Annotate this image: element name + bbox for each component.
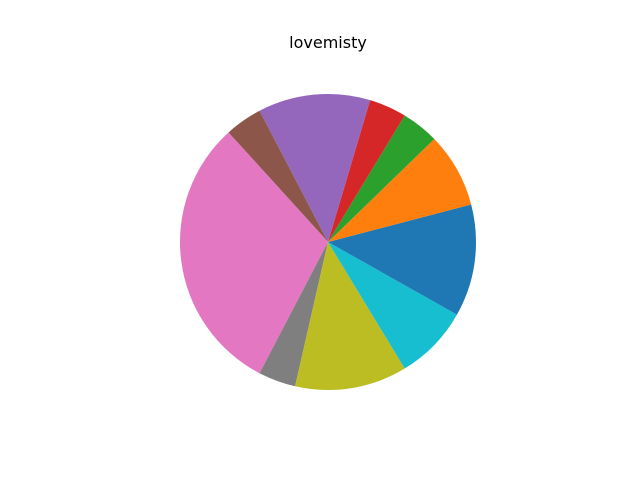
pie-slice-7 xyxy=(179,132,328,374)
pie-slice-4 xyxy=(328,100,405,243)
pie-slice-8 xyxy=(259,242,328,387)
pie-slice-1 xyxy=(328,204,476,242)
chart-title: lovemisty xyxy=(289,33,367,52)
pie-slices xyxy=(179,93,476,390)
pie-slice-6 xyxy=(228,110,328,242)
pie-slice-5 xyxy=(259,93,371,242)
pie-slice-2 xyxy=(328,139,472,242)
pie-slice-11 xyxy=(328,242,476,315)
pie-slice-10 xyxy=(328,242,457,369)
pie-slice-3 xyxy=(328,115,435,242)
pie-slice-9 xyxy=(295,242,405,390)
